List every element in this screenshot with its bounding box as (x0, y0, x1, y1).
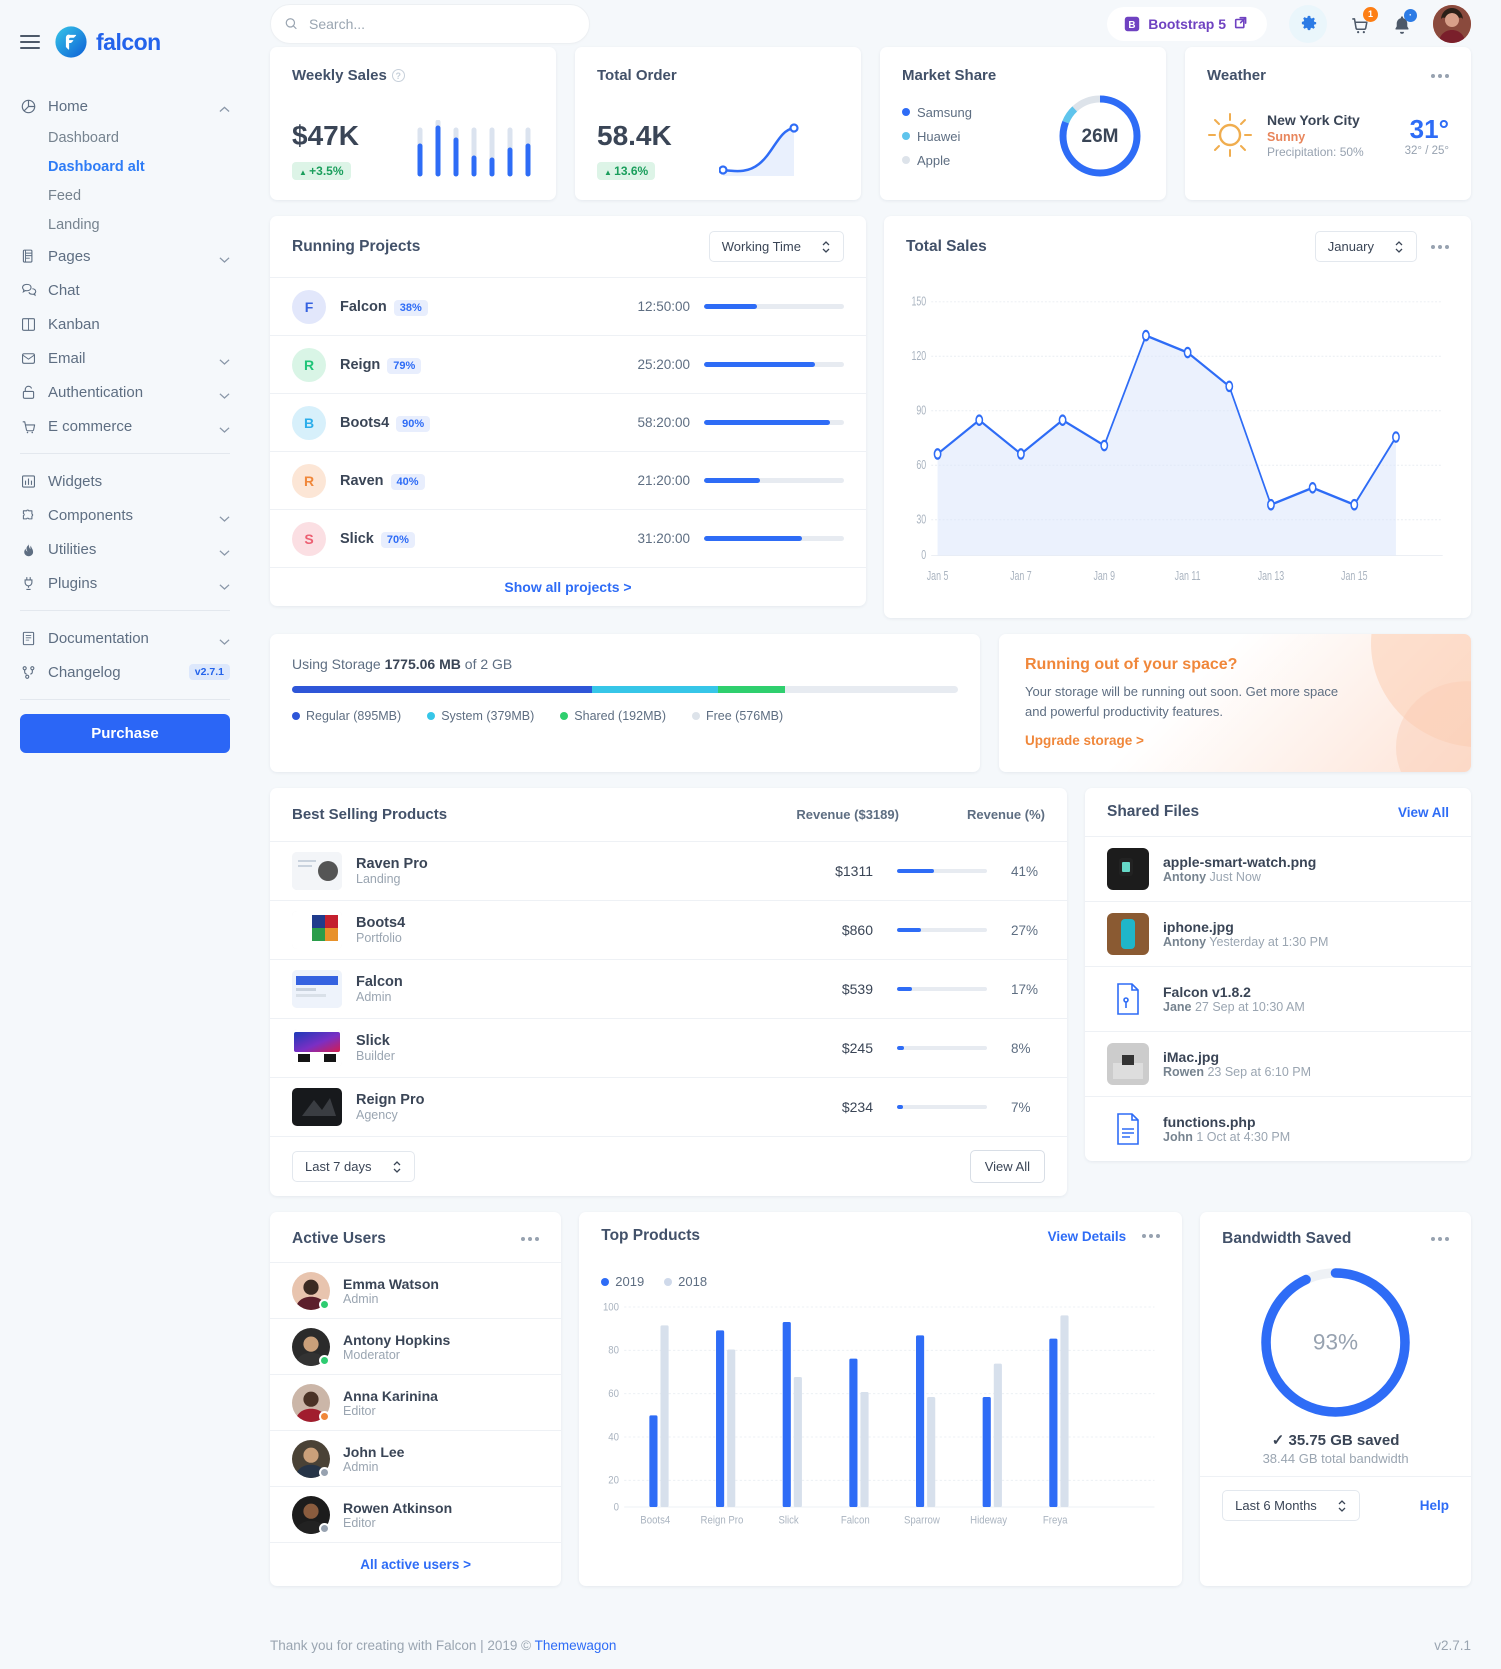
svg-text:150: 150 (911, 295, 926, 309)
svg-text:93%: 93% (1313, 1329, 1358, 1354)
svg-text:80: 80 (609, 1345, 620, 1357)
svg-text:60: 60 (609, 1389, 620, 1401)
svg-text:60: 60 (916, 458, 926, 472)
svg-text:0: 0 (921, 549, 926, 563)
svg-text:Hideway: Hideway (970, 1515, 1008, 1527)
svg-text:Boots4: Boots4 (641, 1515, 671, 1527)
svg-text:120: 120 (911, 349, 926, 363)
svg-text:Freya: Freya (1043, 1515, 1068, 1527)
svg-text:100: 100 (603, 1302, 619, 1314)
svg-text:Reign Pro: Reign Pro (701, 1515, 744, 1527)
svg-text:Slick: Slick (779, 1515, 800, 1527)
svg-text:Jan 11: Jan 11 (1175, 569, 1201, 583)
svg-text:Jan 15: Jan 15 (1341, 569, 1368, 583)
svg-text:40: 40 (609, 1432, 620, 1444)
svg-text:Jan 13: Jan 13 (1258, 569, 1285, 583)
svg-text:Jan 5: Jan 5 (927, 569, 949, 583)
svg-text:Falcon: Falcon (841, 1515, 870, 1527)
svg-text:90: 90 (916, 404, 926, 418)
svg-text:30: 30 (916, 513, 926, 527)
svg-text:Sparrow: Sparrow (904, 1515, 940, 1527)
svg-text:Jan 7: Jan 7 (1010, 569, 1032, 583)
svg-text:Jan 9: Jan 9 (1093, 569, 1115, 583)
svg-text:0: 0 (614, 1502, 620, 1514)
svg-text:20: 20 (609, 1475, 620, 1487)
svg-text:26M: 26M (1082, 126, 1119, 147)
svg-text:B: B (1129, 20, 1136, 31)
